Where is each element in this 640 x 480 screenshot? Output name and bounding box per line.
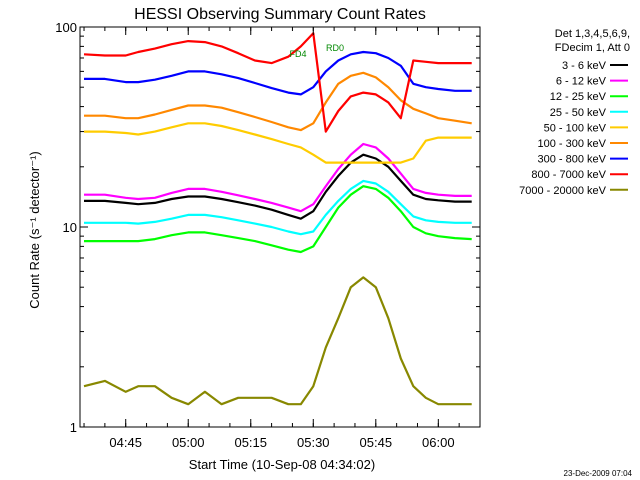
x-tick-label: 05:00 [172,435,205,450]
series-line-1 [84,153,472,220]
series-line-5 [84,122,472,164]
series-line-4 [84,179,472,236]
legend-label-7: 300 - 800 keV [538,154,607,166]
footer-timestamp: 23-Dec-2009 07:04 [564,469,633,478]
legend-header-line-1: Det 1,3,4,5,6,9, [555,28,630,40]
annotation-1: RD0 [326,43,344,53]
x-tick-label: 05:15 [234,435,267,450]
plot-area [80,27,480,427]
y-tick-label: 100 [55,20,77,35]
y-axis-label: Count Rate (s⁻¹ detector⁻¹) [27,151,42,309]
legend-header-line-2: FDecim 1, Att 0 [555,42,630,54]
axes-layer: 1 10 100 04:45 05:00 05:15 05:30 05:45 06:00 [55,20,481,450]
y-tick-label: 1 [70,420,77,435]
series-line-8 [83,32,472,133]
legend-label-8: 800 - 7000 keV [531,169,606,181]
x-tick-label: 05:30 [297,435,330,450]
series-line-2 [84,142,472,213]
legend-label-6: 100 - 300 keV [538,138,607,150]
legend-label-5: 50 - 100 keV [544,122,607,134]
chart-title: HESSI Observing Summary Count Rates [134,6,426,23]
series-line-9 [83,276,472,406]
x-tick-label: 05:45 [360,435,393,450]
series-line-6 [84,71,472,132]
plot-background [80,27,480,427]
legend-label-1: 3 - 6 keV [562,60,607,72]
legend-label-3: 12 - 25 keV [550,91,607,103]
annotation-2: FD4 [289,49,306,59]
series-line-3 [84,185,472,254]
x-axis-label: Start Time (10-Sep-08 04:34:02) [189,457,375,472]
x-tick-label: 04:45 [109,435,142,450]
x-tick-label: 06:00 [422,435,455,450]
series-layer: RD0 FD4 [83,32,472,406]
legend-label-9: 7000 - 20000 keV [519,185,607,197]
legend-label-4: 25 - 50 keV [550,107,607,119]
legend: 3 - 6 keV 6 - 12 keV 12 - 25 keV 25 - 50 ke… [519,60,628,197]
legend-label-2: 6 - 12 keV [556,76,607,88]
y-tick-label: 10 [63,220,77,235]
